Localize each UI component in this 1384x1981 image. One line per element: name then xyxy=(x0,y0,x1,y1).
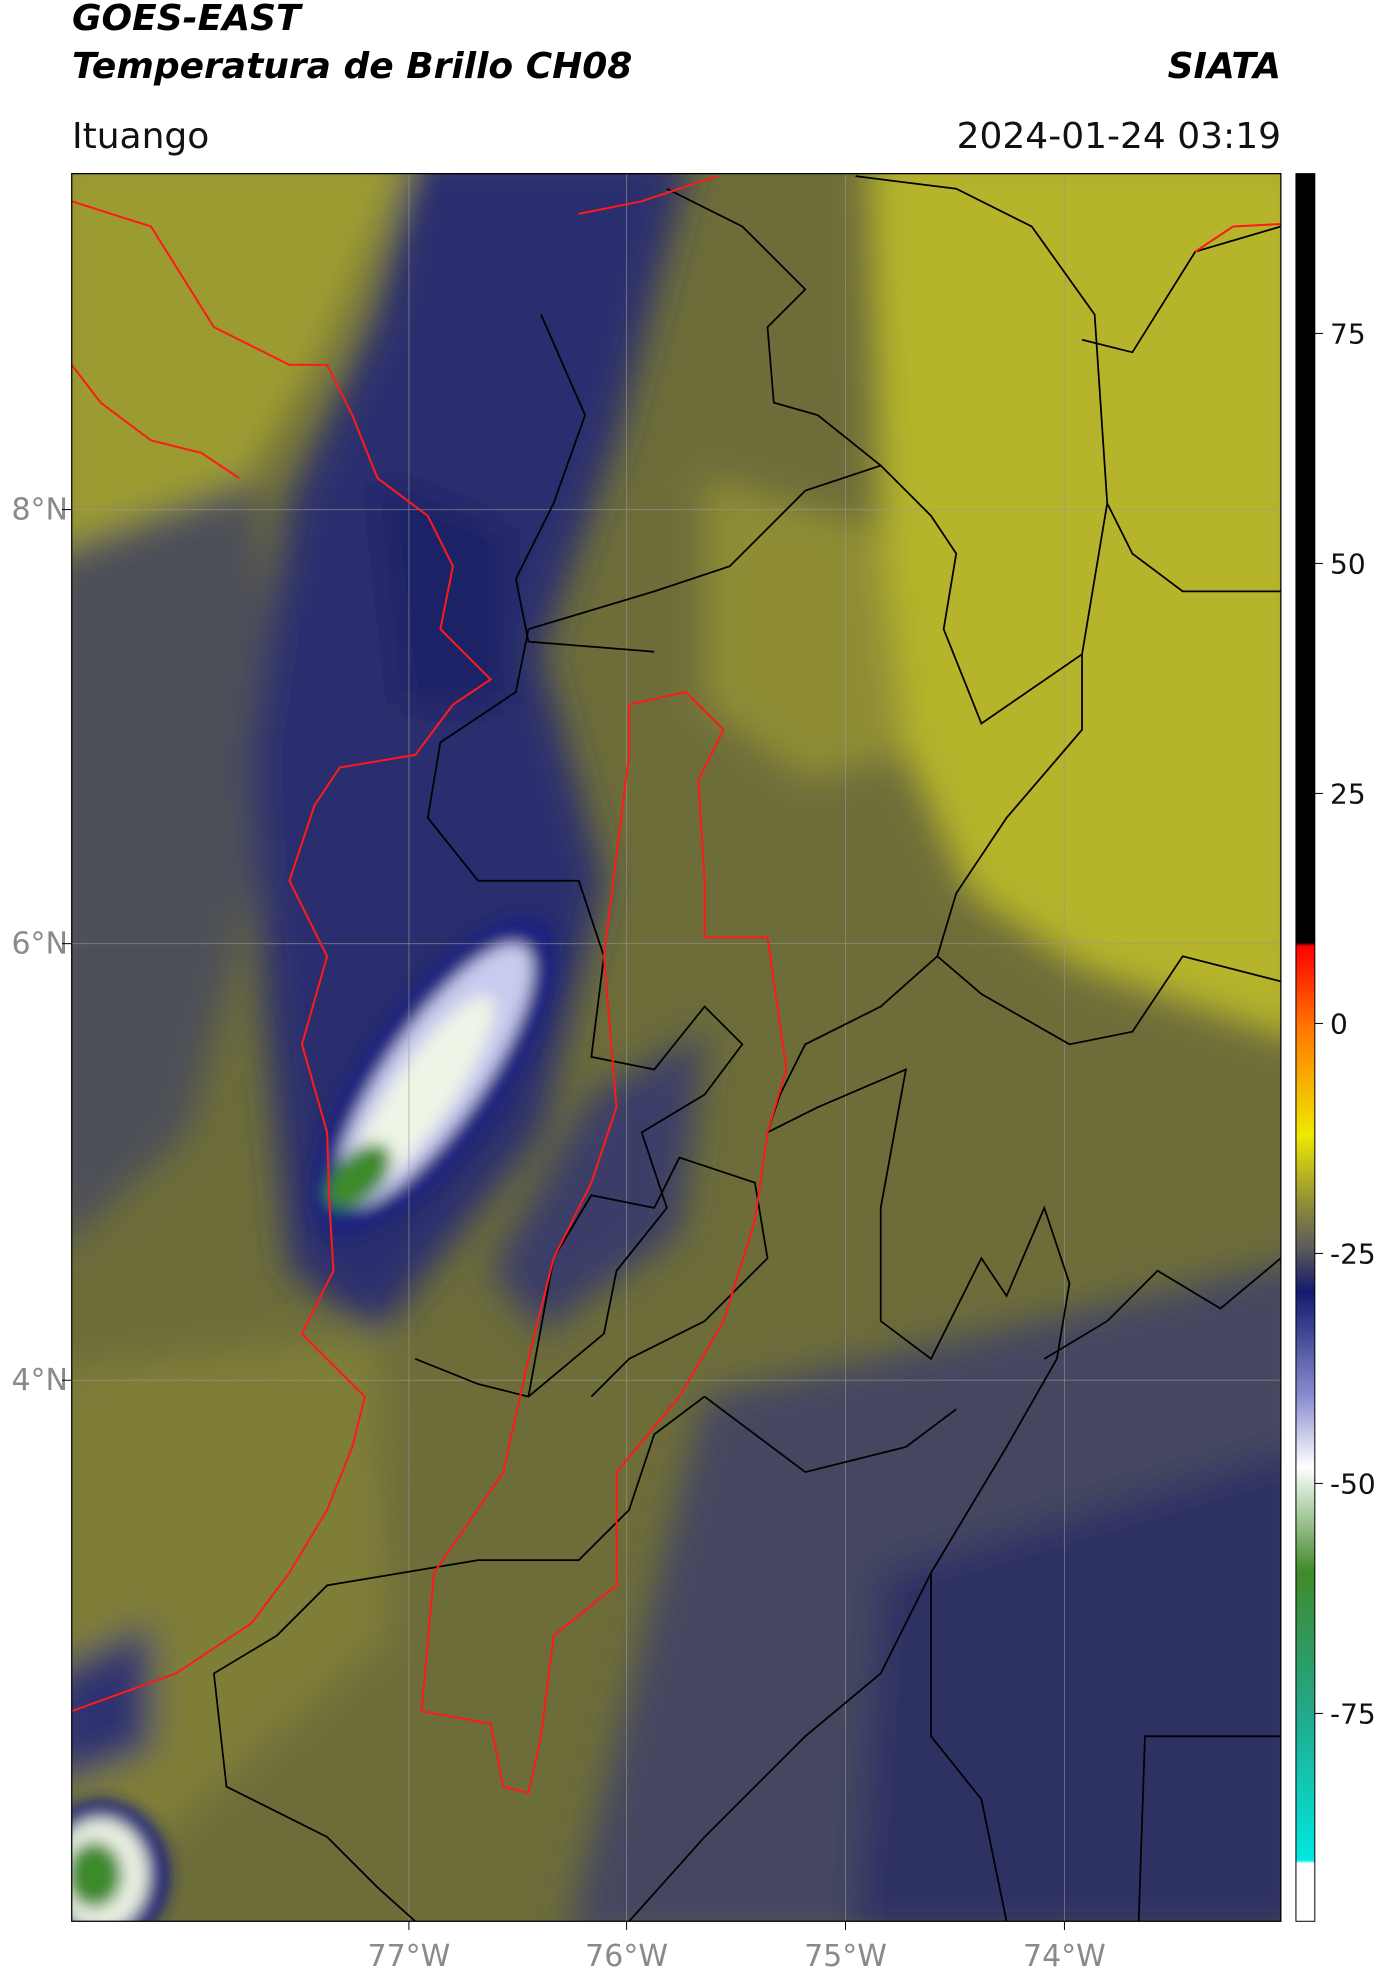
lat-label: 8°N xyxy=(11,493,68,528)
lon-label: 76°W xyxy=(585,1939,668,1974)
lon-label: 74°W xyxy=(1023,1939,1106,1974)
lat-label: 6°N xyxy=(11,927,68,962)
colorbar-tick-label: 25 xyxy=(1330,777,1366,810)
graticule xyxy=(71,173,1281,1922)
map-frame xyxy=(71,173,1282,1922)
title-line2: Temperatura de Brillo CH08 xyxy=(72,46,632,87)
brightness-field xyxy=(71,173,1281,1922)
colorbar xyxy=(1295,173,1316,1922)
colorbar-tick-label: 50 xyxy=(1330,547,1366,580)
storm-cloud xyxy=(71,916,557,1922)
colorbar-tick-label: -50 xyxy=(1330,1467,1376,1500)
lat-label: 4°N xyxy=(11,1363,68,1398)
colorbar-tick-label: -25 xyxy=(1330,1237,1376,1270)
title-line1: GOES-EAST xyxy=(72,0,303,39)
boundary-outlines xyxy=(71,175,1281,1795)
map-area xyxy=(71,173,1316,1922)
colorbar-tick-label: 75 xyxy=(1330,317,1366,350)
datetime: 2024-01-24 03:19 xyxy=(957,116,1281,157)
colorbar-tick-label: -75 xyxy=(1330,1697,1376,1730)
lon-label: 77°W xyxy=(367,1939,450,1974)
labels: 8°N 6°N 4°N 77°W 76°W 75°W 74°W 75 50 25 0 -25 -50 -7… xyxy=(11,317,1375,1974)
organization: SIATA xyxy=(1168,46,1281,87)
location: Ituango xyxy=(72,116,209,157)
lon-label: 75°W xyxy=(804,1939,887,1974)
department-borders xyxy=(212,175,1281,1922)
colorbar-tick-label: 0 xyxy=(1330,1007,1348,1040)
